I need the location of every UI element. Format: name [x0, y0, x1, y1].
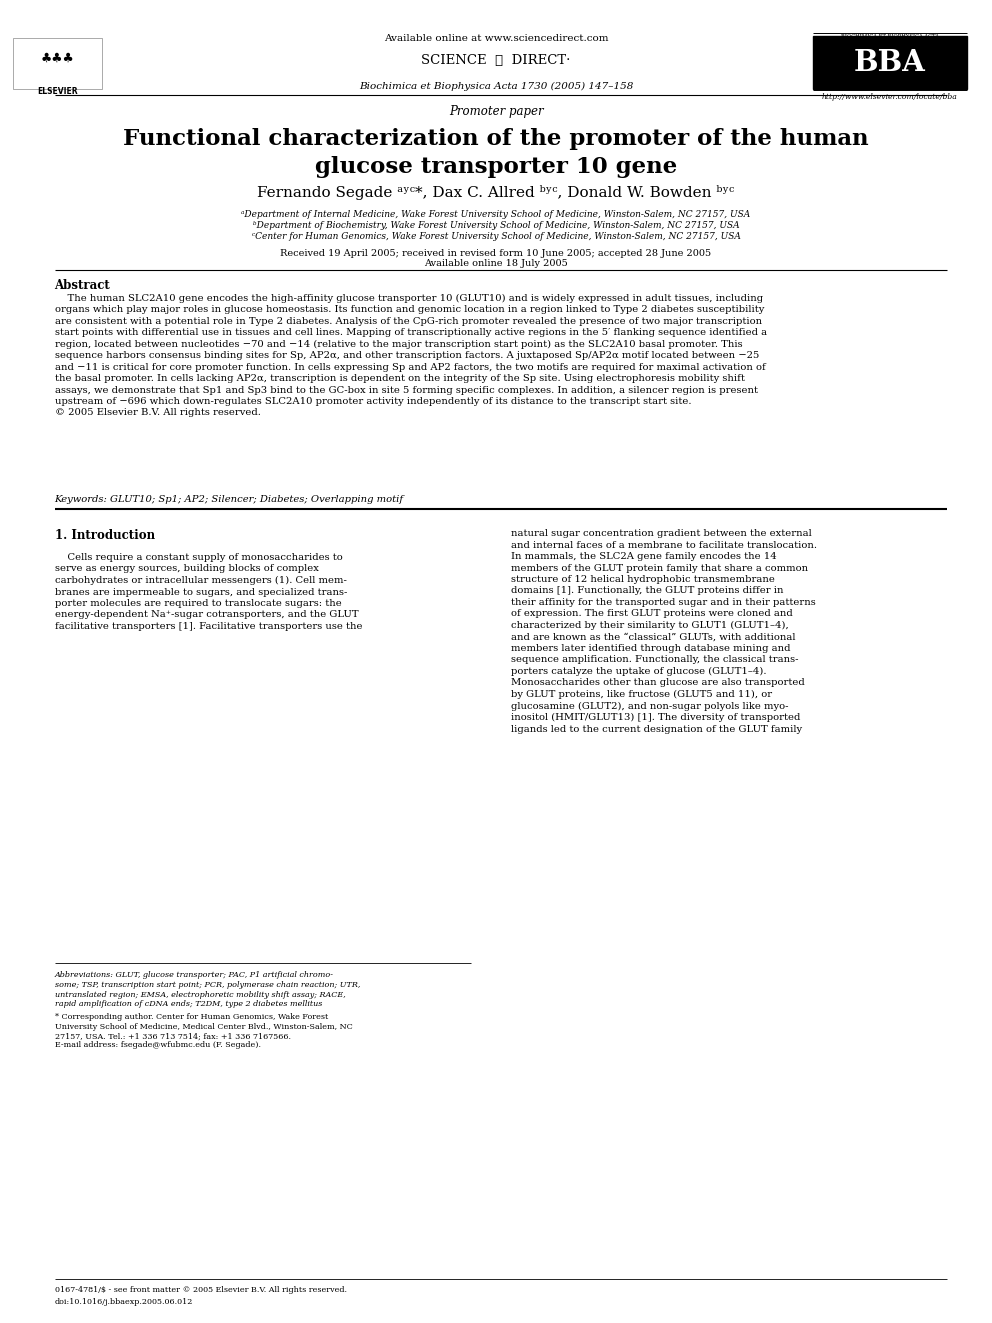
Text: Keywords: GLUT10; Sp1; AP2; Silencer; Diabetes; Overlapping motif: Keywords: GLUT10; Sp1; AP2; Silencer; Di… [55, 495, 404, 504]
Text: Received 19 April 2005; received in revised form 10 June 2005; accepted 28 June : Received 19 April 2005; received in revi… [281, 249, 711, 258]
Text: E-mail address: fsegade@wfubmc.edu (F. Segade).: E-mail address: fsegade@wfubmc.edu (F. S… [55, 1041, 261, 1049]
Text: SCIENCE  ⓐ  DIRECT·: SCIENCE ⓐ DIRECT· [422, 54, 570, 67]
Text: Available online 18 July 2005: Available online 18 July 2005 [425, 259, 567, 269]
Bar [813, 36, 967, 89]
Text: ELSEVIER: ELSEVIER [38, 87, 77, 97]
Text: Functional characterization of the promoter of the human
glucose transporter 10 : Functional characterization of the promo… [123, 128, 869, 179]
Text: ᶜCenter for Human Genomics, Wake Forest University School of Medicine, Winston-S: ᶜCenter for Human Genomics, Wake Forest … [252, 232, 740, 241]
Text: http://www.elsevier.com/locate/bba: http://www.elsevier.com/locate/bba [822, 93, 957, 101]
Bar [13, 38, 102, 89]
Text: 0167-4781/$ - see front matter © 2005 Elsevier B.V. All rights reserved.: 0167-4781/$ - see front matter © 2005 El… [55, 1286, 346, 1294]
Text: Available online at www.sciencedirect.com: Available online at www.sciencedirect.co… [384, 34, 608, 44]
Text: doi:10.1016/j.bbaexp.2005.06.012: doi:10.1016/j.bbaexp.2005.06.012 [55, 1298, 192, 1306]
Text: ♣♣♣: ♣♣♣ [41, 52, 74, 65]
Text: Biochimica et Biophysica Acta 1730 (2005) 147–158: Biochimica et Biophysica Acta 1730 (2005… [359, 82, 633, 91]
Text: natural sugar concentration gradient between the external
and internal faces of : natural sugar concentration gradient bet… [511, 529, 816, 734]
Text: Promoter paper: Promoter paper [448, 105, 544, 118]
Text: * Corresponding author. Center for Human Genomics, Wake Forest
University School: * Corresponding author. Center for Human… [55, 1013, 352, 1041]
Text: Fernando Segade ᵃʸᶜ*, Dax C. Allred ᵇʸᶜ, Donald W. Bowden ᵇʸᶜ: Fernando Segade ᵃʸᶜ*, Dax C. Allred ᵇʸᶜ,… [257, 185, 735, 200]
Text: BIOCHIMICA ET BIOPHYSICA ACTA: BIOCHIMICA ET BIOPHYSICA ACTA [841, 34, 938, 40]
Text: Abbreviations: GLUT, glucose transporter; PAC, P1 artificial chromo-
some; TSP, : Abbreviations: GLUT, glucose transporter… [55, 971, 360, 1008]
Text: Abstract: Abstract [55, 279, 110, 292]
Text: 1. Introduction: 1. Introduction [55, 529, 155, 542]
Text: BBA: BBA [854, 48, 926, 77]
Text: ᵇDepartment of Biochemistry, Wake Forest University School of Medicine, Winston-: ᵇDepartment of Biochemistry, Wake Forest… [253, 221, 739, 230]
Text: Cells require a constant supply of monosaccharides to
serve as energy sources, b: Cells require a constant supply of monos… [55, 553, 362, 631]
Text: ᵃDepartment of Internal Medicine, Wake Forest University School of Medicine, Win: ᵃDepartment of Internal Medicine, Wake F… [241, 210, 751, 220]
Text: The human SLC2A10 gene encodes the high-affinity glucose transporter 10 (GLUT10): The human SLC2A10 gene encodes the high-… [55, 294, 767, 418]
